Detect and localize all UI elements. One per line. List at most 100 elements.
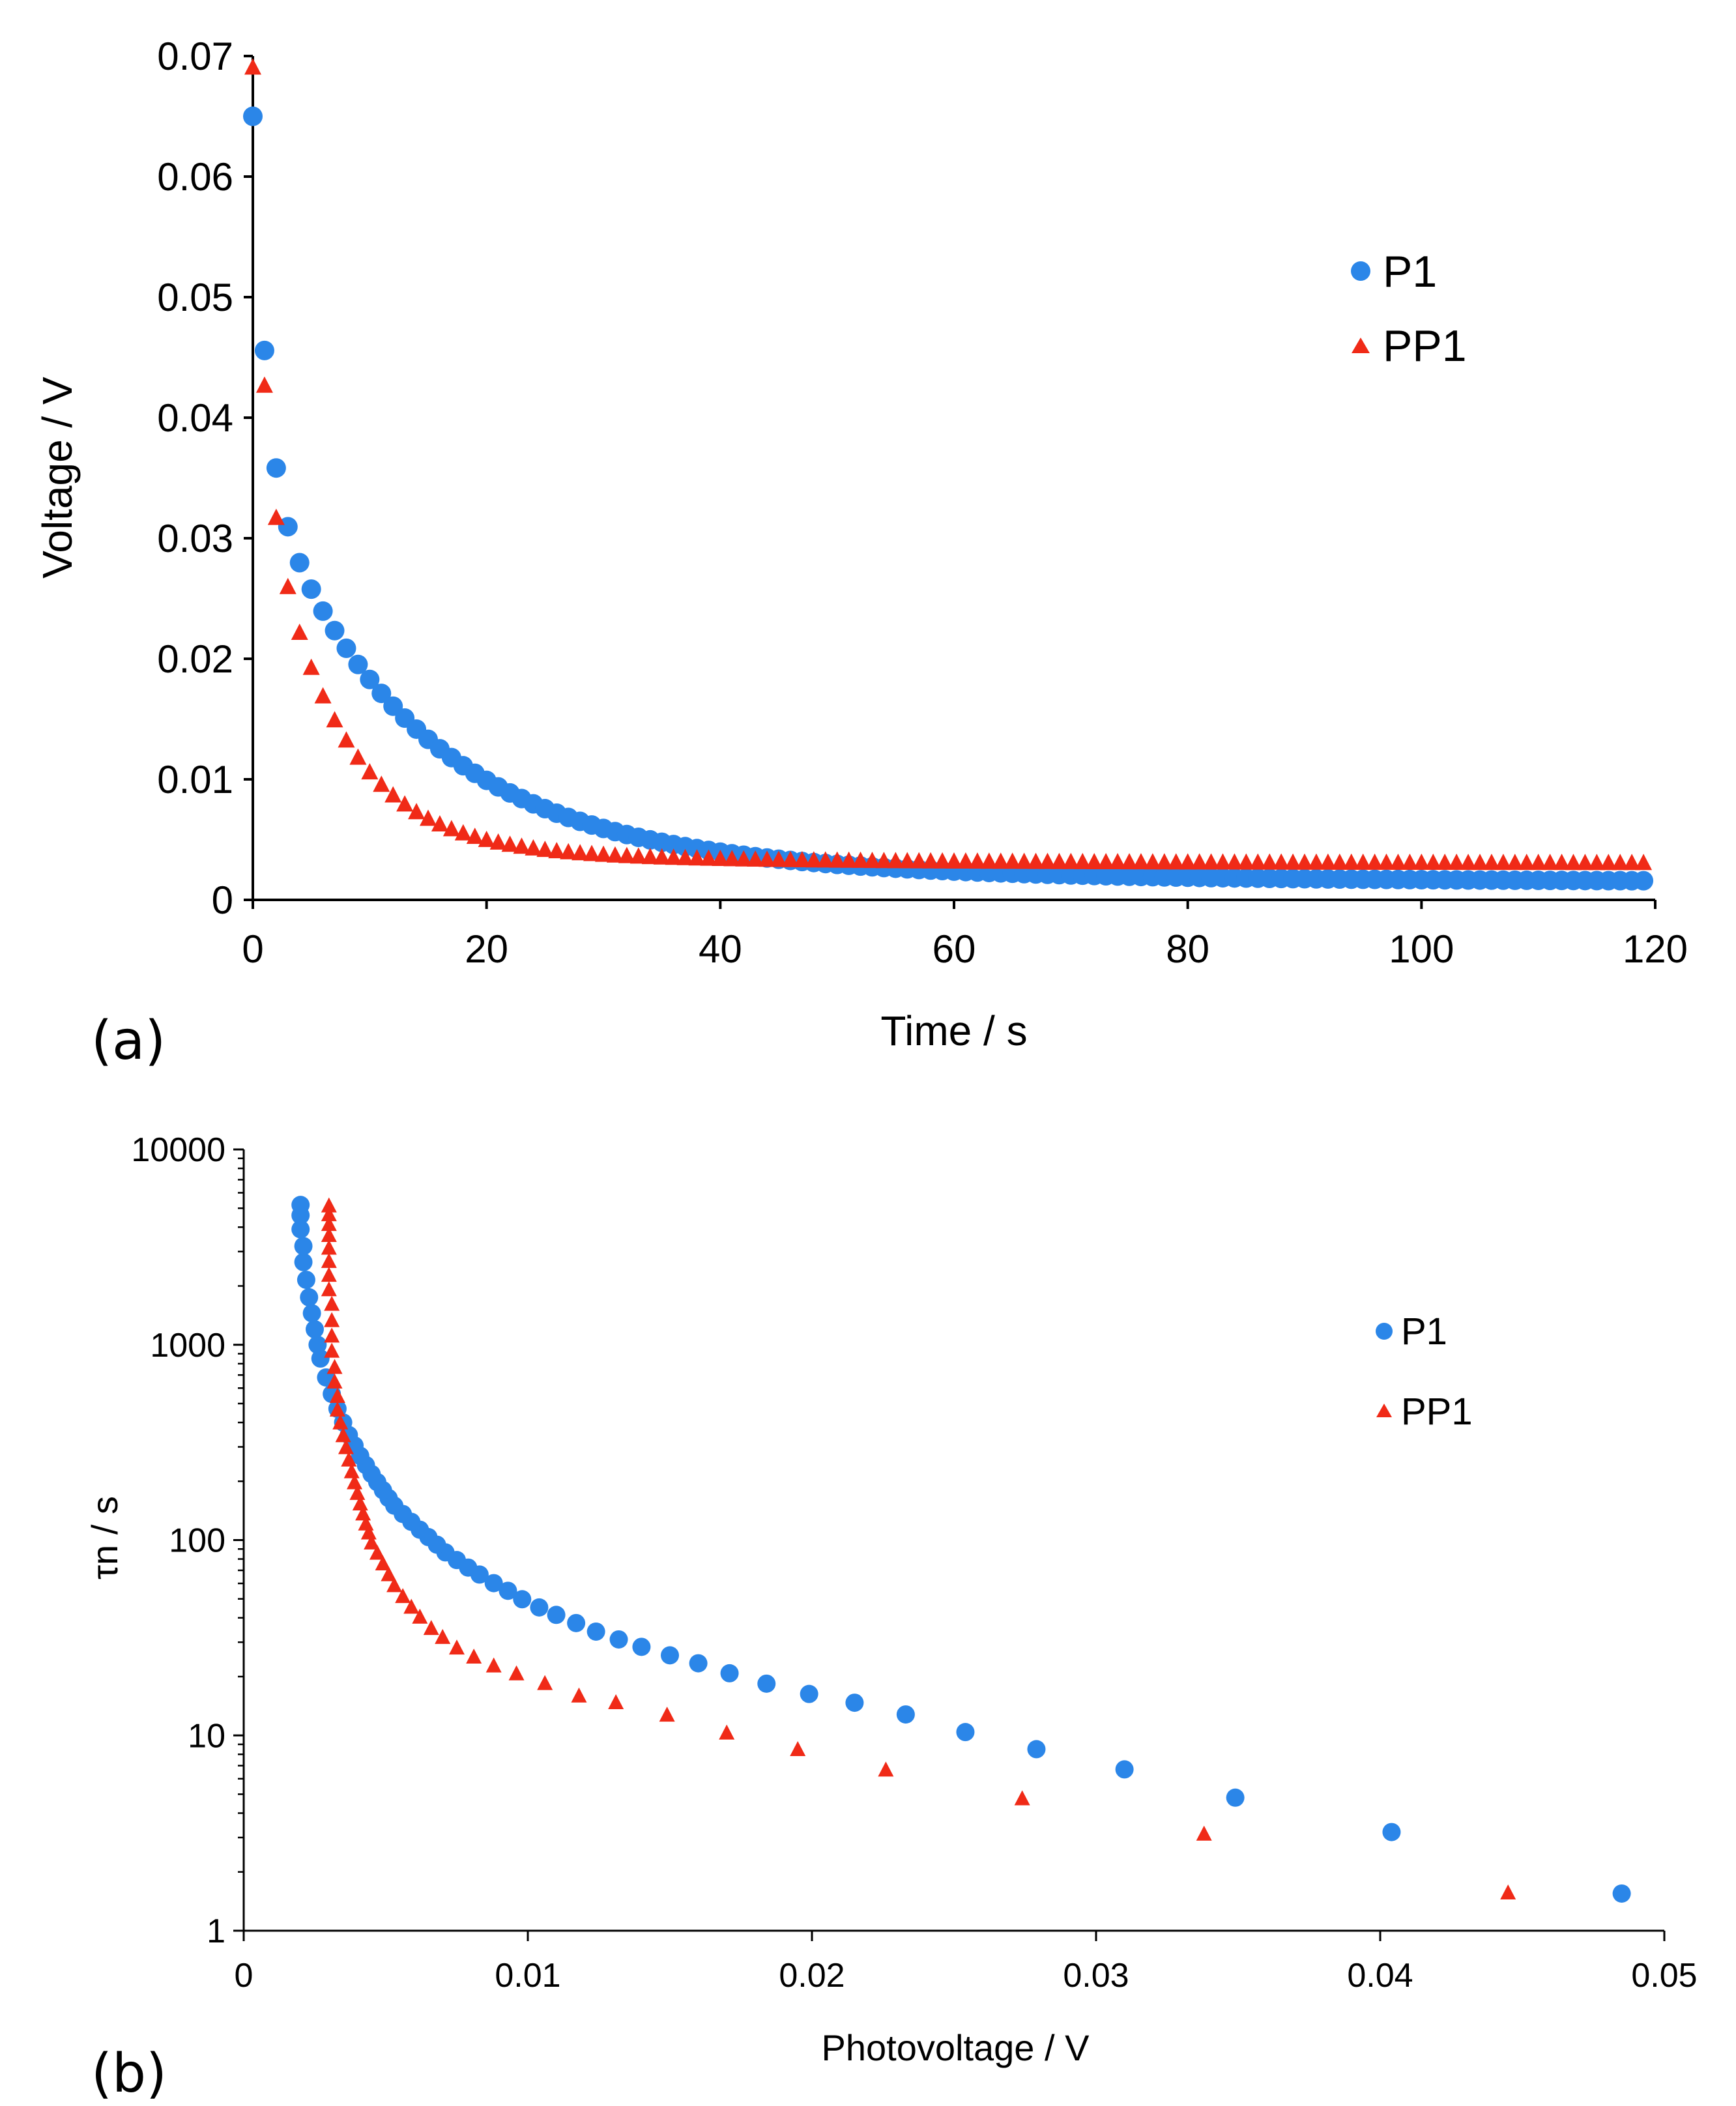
panel-a-pp1-point bbox=[501, 835, 519, 852]
panel-b-pp1-point bbox=[321, 1216, 337, 1232]
panel-a-pp1-point bbox=[629, 847, 647, 864]
panel-b-pp1-point bbox=[324, 1327, 340, 1343]
panel-b-legend-p1-label: P1 bbox=[1401, 1310, 1447, 1353]
panel-a-legend-p1-marker bbox=[1351, 261, 1370, 281]
panel-b-pp1-point bbox=[324, 1342, 340, 1358]
panel-a-pp1-point bbox=[489, 833, 507, 850]
panel-a-y-tick-label: 0.03 bbox=[157, 517, 233, 560]
panel-a-pp1-point bbox=[1436, 854, 1454, 871]
panel-a-pp1-point bbox=[934, 852, 951, 869]
panel-a-pp1-point bbox=[244, 58, 261, 75]
panel-b-pp1-point bbox=[321, 1226, 337, 1242]
panel-b-pp1-point bbox=[466, 1648, 482, 1664]
panel-b-series-p1 bbox=[291, 1196, 1631, 1903]
panel-b-pp1-point bbox=[343, 1463, 360, 1479]
panel-a-pp1-point bbox=[548, 842, 566, 859]
panel-a-pp1-point bbox=[1132, 853, 1150, 870]
panel-b-pp1-point bbox=[659, 1707, 675, 1722]
panel-a-pp1-point bbox=[1448, 854, 1466, 871]
panel-a-pp1-point bbox=[852, 851, 869, 868]
panel-a-pp1-point bbox=[1319, 853, 1337, 870]
panel-a-p1-point bbox=[1634, 871, 1654, 891]
panel-b-pp1-point bbox=[321, 1239, 337, 1255]
panel-a-x-tick-label: 120 bbox=[1623, 927, 1688, 971]
panel-a-pp1-point bbox=[1167, 853, 1185, 870]
panel-a-pp1-point bbox=[1191, 853, 1208, 870]
panel-a-p1-point bbox=[254, 340, 274, 360]
panel-a-pp1-point bbox=[688, 849, 706, 866]
panel-a-pp1-point bbox=[349, 748, 367, 765]
panel-a-pp1-point bbox=[267, 508, 285, 525]
panel-b-pp1-point bbox=[326, 1373, 343, 1389]
panel-a-pp1-point bbox=[1307, 853, 1325, 870]
panel-b-p1-point bbox=[632, 1637, 651, 1656]
panel-a-pp1-point bbox=[1121, 853, 1138, 870]
panel-a-pp1-point bbox=[759, 850, 776, 867]
panel-b-legend: P1 PP1 bbox=[1376, 1310, 1473, 1433]
panel-a-pp1-point bbox=[1460, 854, 1477, 871]
panel-b-pp1-point bbox=[364, 1534, 380, 1550]
panel-a-pp1-point bbox=[1354, 853, 1372, 870]
panel-a-pp1-point bbox=[1144, 853, 1161, 870]
panel-b-pp1-point bbox=[608, 1694, 624, 1709]
panel-b-x-tick-label: 0.03 bbox=[1063, 1957, 1129, 1995]
panel-a-x-tick-label: 40 bbox=[699, 927, 742, 971]
panel-b-pp1-point bbox=[1014, 1790, 1030, 1806]
panel-a-pp1-point bbox=[700, 849, 717, 866]
panel-b-y-axis-title: τn / s bbox=[84, 1496, 125, 1580]
panel-b-p1-point bbox=[661, 1646, 679, 1665]
panel-a-y-axis-title: Voltage / V bbox=[34, 377, 81, 579]
panel-a-pp1-point bbox=[314, 687, 332, 704]
panel-b-pp1-point bbox=[321, 1252, 337, 1268]
panel-a-p1-point bbox=[325, 620, 345, 641]
panel-a-pp1-point bbox=[676, 848, 694, 865]
panel-a-pp1-point bbox=[1086, 852, 1103, 869]
panel-a-pp1-point bbox=[641, 848, 659, 865]
panel-a-pp1-point bbox=[513, 837, 530, 854]
panel-a-pp1-point bbox=[712, 850, 729, 867]
panel-b-label: (b) bbox=[91, 2043, 167, 2105]
panel-b-p1-point bbox=[484, 1574, 503, 1593]
panel-a-pp1-point bbox=[1635, 854, 1653, 871]
panel-b-pp1-point bbox=[435, 1628, 451, 1644]
panel-b-p1-point bbox=[291, 1196, 310, 1215]
panel-a-x-tick-label: 20 bbox=[465, 927, 508, 971]
panel-a-pp1-point bbox=[1004, 852, 1021, 869]
panel-a-p1-point bbox=[348, 654, 368, 674]
panel-b-p1-point bbox=[308, 1335, 327, 1354]
panel-b-pp1-point bbox=[537, 1675, 553, 1690]
panel-a-pp1-point bbox=[1425, 854, 1442, 871]
panel-a-series-pp1 bbox=[244, 58, 1653, 871]
panel-a-pp1-point bbox=[1331, 853, 1348, 870]
panel-a-p1-point bbox=[301, 579, 321, 599]
panel-a-pp1-point bbox=[735, 850, 753, 867]
panel-b-pp1-point bbox=[326, 1359, 343, 1374]
panel-a-pp1-point bbox=[1623, 854, 1641, 871]
panel-a-pp1-point bbox=[840, 851, 858, 868]
panel-a-pp1-point bbox=[863, 852, 881, 869]
panel-a-pp1-point bbox=[1506, 854, 1524, 871]
panel-a-pp1-point bbox=[1109, 853, 1127, 870]
panel-b-p1-point bbox=[1027, 1740, 1046, 1759]
panel-a-pp1-point bbox=[1541, 854, 1559, 871]
panel-a-pp1-point bbox=[980, 852, 998, 869]
panel-a-pp1-point bbox=[326, 711, 343, 728]
panel-a-pp1-point bbox=[302, 658, 320, 675]
panel-a-pp1-point bbox=[1296, 853, 1313, 870]
panel-a-pp1-point bbox=[595, 845, 612, 862]
panel-b-x-tick-label: 0.04 bbox=[1347, 1957, 1413, 1995]
panel-a-p1-point bbox=[313, 601, 333, 621]
panel-b-p1-point bbox=[294, 1252, 313, 1271]
panel-b-pp1-point bbox=[324, 1312, 340, 1327]
panel-b-p1-point bbox=[1226, 1788, 1245, 1807]
panel-b-legend-pp1-marker bbox=[1376, 1404, 1392, 1417]
panel-a-pp1-point bbox=[583, 844, 601, 861]
panel-a-pp1-point bbox=[1284, 853, 1302, 870]
panel-b-p1-point bbox=[311, 1349, 330, 1368]
panel-a-pp1-point bbox=[442, 820, 460, 837]
panel-a-pp1-point bbox=[1179, 853, 1196, 870]
panel-b-y-tick-label: 1000 bbox=[150, 1327, 225, 1364]
panel-a-pp1-point bbox=[805, 851, 822, 868]
panel-b-y-tick-label: 1 bbox=[207, 1912, 225, 1950]
